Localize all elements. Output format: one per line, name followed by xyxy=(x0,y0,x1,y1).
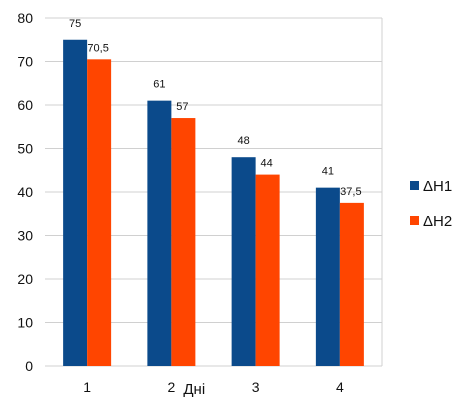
data-label: 48 xyxy=(238,135,250,147)
data-label: 57 xyxy=(176,101,188,113)
y-tick-label: 30 xyxy=(17,228,33,244)
data-label: 61 xyxy=(153,79,165,91)
bar-series-1 xyxy=(147,100,172,367)
data-labels: 75 70,5 61 57 48 44 41 37,5 xyxy=(69,18,362,198)
legend-label: ΔH1 xyxy=(423,178,452,195)
y-tick-label: 0 xyxy=(25,358,33,374)
x-axis: 1 2 3 4 xyxy=(83,379,344,395)
data-label: 41 xyxy=(322,166,334,178)
x-tick-label: 1 xyxy=(83,379,91,395)
bar-series-1 xyxy=(315,187,340,366)
legend-swatch xyxy=(410,181,419,190)
data-label: 44 xyxy=(261,158,273,170)
legend: ΔH1 ΔH2 xyxy=(410,178,452,230)
data-label: 70,5 xyxy=(87,42,108,54)
x-tick-label: 3 xyxy=(252,379,260,395)
y-tick-label: 20 xyxy=(17,271,33,287)
legend-swatch xyxy=(410,216,419,225)
bars xyxy=(63,39,364,367)
y-tick-label: 70 xyxy=(17,54,33,70)
y-tick-label: 40 xyxy=(17,184,33,200)
bar-series-2 xyxy=(171,118,196,366)
x-axis-title: Дні xyxy=(183,381,205,398)
y-tick-label: 80 xyxy=(17,10,33,26)
x-tick-label: 2 xyxy=(167,379,175,395)
y-axis: 0 10 20 30 40 50 60 70 80 xyxy=(17,10,33,374)
bar-series-2 xyxy=(87,59,112,366)
data-label: 75 xyxy=(69,18,81,30)
legend-label: ΔH2 xyxy=(423,213,452,230)
bar-series-1 xyxy=(231,157,256,366)
y-tick-label: 60 xyxy=(17,97,33,113)
data-label: 37,5 xyxy=(340,186,361,198)
y-tick-label: 50 xyxy=(17,141,33,157)
bar-series-1 xyxy=(63,39,88,366)
x-tick-label: 4 xyxy=(336,379,344,395)
y-tick-label: 10 xyxy=(17,315,33,331)
bar-series-2 xyxy=(255,174,280,366)
bar-series-2 xyxy=(339,202,364,366)
